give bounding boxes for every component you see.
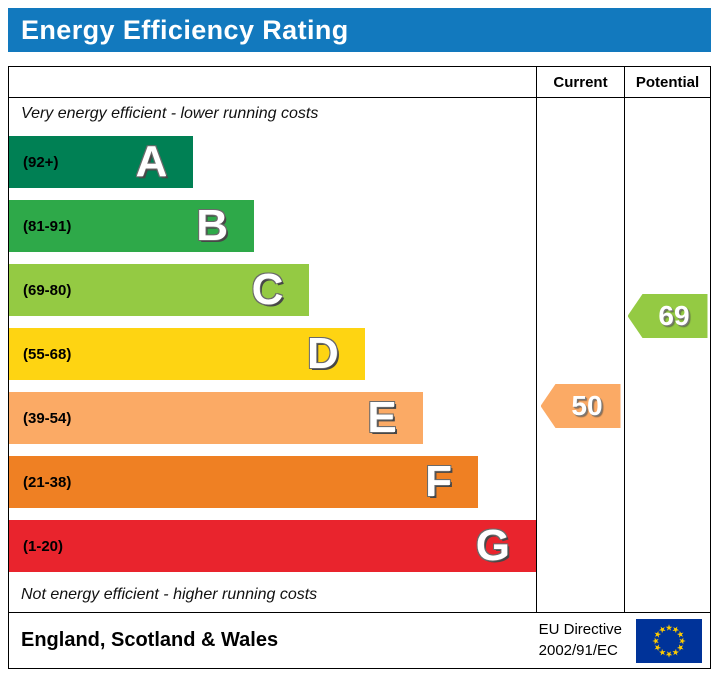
band-row: (81-91) B — [9, 194, 710, 258]
potential-column-cell — [624, 450, 710, 514]
band-rows-container: (92+) A (81-91) B (69-80) C 69 — [9, 130, 710, 578]
band-bar: (69-80) C — [9, 264, 310, 316]
band-row: (55-68) D — [9, 322, 710, 386]
page-title: Energy Efficiency Rating — [21, 14, 349, 45]
potential-column-spacer — [624, 578, 710, 612]
current-column-cell — [536, 130, 624, 194]
band-letter: F — [425, 457, 453, 506]
current-column-cell — [536, 194, 624, 258]
band-bar-cell: (69-80) C — [9, 258, 536, 322]
current-column-cell — [536, 258, 624, 322]
band-row: (39-54) E 50 — [9, 384, 710, 450]
band-row: (69-80) C 69 — [9, 258, 710, 338]
current-column-spacer — [536, 98, 624, 130]
potential-column-header: Potential — [624, 67, 710, 97]
band-letter: C — [251, 265, 284, 314]
page-title-banner: Energy Efficiency Rating — [8, 8, 711, 52]
band-range-label: (92+) — [23, 153, 59, 171]
eu-directive-line2: 2002/91/EC — [538, 641, 618, 659]
band-letter: B — [196, 201, 229, 250]
energy-rating-table: Current Potential Very energy efficient … — [8, 66, 711, 669]
current-column-cell — [536, 514, 624, 578]
band-range-label: (69-80) — [23, 281, 72, 299]
rating-scale-header-cell — [9, 67, 536, 97]
band-range-label: (1-20) — [23, 537, 64, 555]
bottom-note-row: Not energy efficient - higher running co… — [9, 578, 710, 612]
band-letter: E — [367, 393, 397, 442]
current-rating-arrow: 50 — [540, 384, 621, 428]
potential-rating-arrow: 69 — [627, 294, 708, 338]
potential-column-cell — [624, 386, 710, 450]
eu-flag-stars — [652, 623, 686, 658]
bottom-note: Not energy efficient - higher running co… — [21, 586, 318, 603]
band-bar: (81-91) B — [9, 200, 255, 252]
band-bar: (21-38) F — [9, 456, 479, 508]
band-letter: A — [135, 137, 168, 186]
potential-column-cell — [624, 130, 710, 194]
band-bar: (55-68) D — [9, 328, 365, 380]
band-letter: D — [306, 329, 339, 378]
current-column-cell — [536, 322, 624, 386]
potential-column-spacer — [624, 98, 710, 130]
potential-column-cell: 69 — [624, 258, 710, 338]
band-bar-cell: (21-38) F — [9, 450, 536, 514]
band-bar-cell: (39-54) E — [9, 386, 536, 450]
current-column-spacer — [536, 578, 624, 612]
band-row: (21-38) F — [9, 450, 710, 514]
current-column-cell: 50 — [536, 384, 624, 450]
band-bar-cell: (55-68) D — [9, 322, 536, 386]
band-row: (92+) A — [9, 130, 710, 194]
band-range-label: (39-54) — [23, 409, 72, 427]
band-letter: G — [475, 521, 510, 570]
band-row: (1-20) G — [9, 514, 710, 578]
eu-directive-line1: EU Directive — [538, 621, 622, 639]
band-bar: (39-54) E — [9, 392, 423, 444]
band-bar: (92+) A — [9, 136, 194, 188]
table-header-row: Current Potential — [9, 67, 710, 98]
band-range-label: (55-68) — [23, 345, 72, 363]
band-range-label: (81-91) — [23, 217, 72, 235]
eu-flag-icon — [636, 618, 702, 663]
current-column-cell — [536, 450, 624, 514]
band-bar-cell: (81-91) B — [9, 194, 536, 258]
band-bar: (1-20) G — [9, 520, 536, 572]
top-note: Very energy efficient - lower running co… — [21, 105, 319, 122]
table-footer-row: England, Scotland & Wales EU Directive 2… — [9, 612, 710, 668]
band-bar-cell: (92+) A — [9, 130, 536, 194]
potential-column-cell — [624, 194, 710, 258]
region-label: England, Scotland & Wales — [21, 629, 279, 651]
eu-directive-block: EU Directive 2002/91/EC — [539, 618, 703, 663]
eu-directive-label: EU Directive 2002/91/EC — [539, 620, 622, 661]
potential-column-cell — [624, 322, 710, 386]
potential-rating-value: 69 — [658, 300, 690, 331]
potential-column-cell — [624, 514, 710, 578]
band-bar-cell: (1-20) G — [9, 514, 536, 578]
band-range-label: (21-38) — [23, 473, 72, 491]
current-column-header: Current — [536, 67, 624, 97]
top-note-row: Very energy efficient - lower running co… — [9, 98, 710, 130]
current-rating-value: 50 — [571, 390, 603, 421]
